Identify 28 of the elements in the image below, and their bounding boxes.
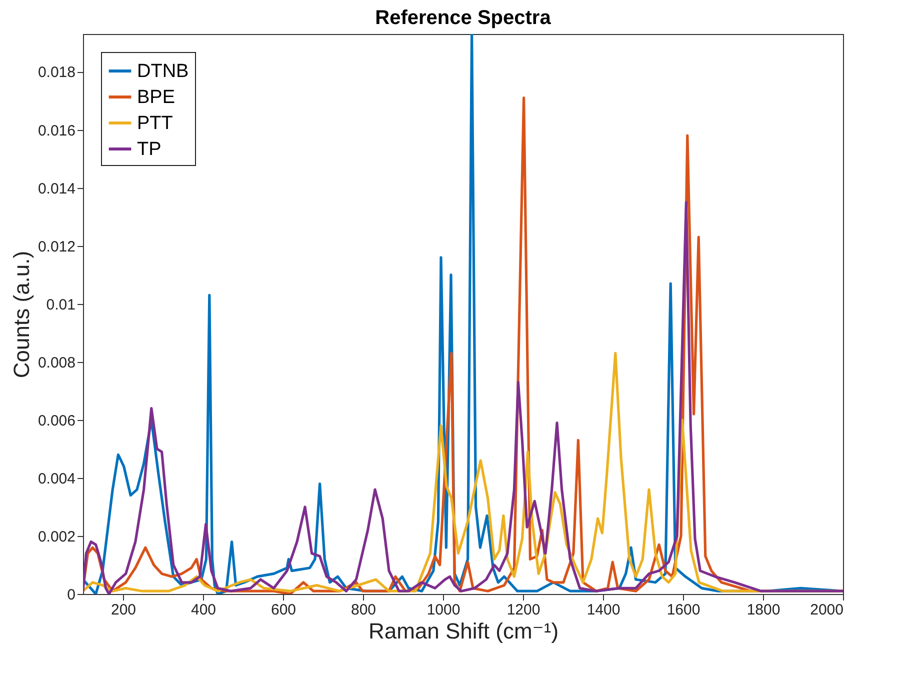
chart-title: Reference Spectra bbox=[375, 7, 552, 29]
y-tick-label: 0.018 bbox=[38, 64, 76, 82]
x-tick-label: 1200 bbox=[506, 602, 540, 618]
line-series bbox=[83, 200, 843, 594]
legend-label: PTT bbox=[137, 113, 174, 134]
x-axis-title: Raman Shift (cm⁻¹) bbox=[368, 618, 559, 644]
y-tick-label: 0.002 bbox=[38, 528, 76, 546]
legend-label: BPE bbox=[137, 87, 176, 108]
x-tick-label: 2000 bbox=[810, 602, 844, 618]
x-tick-label: 600 bbox=[270, 602, 296, 618]
y-tick-label: 0 bbox=[67, 586, 76, 604]
y-tick-label: 0.006 bbox=[38, 412, 76, 430]
legend-label: DTNB bbox=[137, 61, 189, 82]
y-tick-label: 0.016 bbox=[38, 122, 76, 140]
x-tick-label: 1600 bbox=[666, 602, 700, 618]
y-tick-label: 0.008 bbox=[38, 354, 76, 372]
x-tick-label: 1400 bbox=[586, 602, 620, 618]
y-tick-label: 0.01 bbox=[46, 296, 76, 314]
x-tick-label: 1000 bbox=[426, 602, 460, 618]
x-tick-label: 200 bbox=[110, 602, 136, 618]
y-tick-label: 0.004 bbox=[38, 470, 76, 488]
y-axis-title: Counts (a.u.) bbox=[8, 250, 34, 378]
y-tick-label: 0.014 bbox=[38, 180, 76, 198]
legend-label: TP bbox=[137, 139, 162, 160]
x-tick-label: 400 bbox=[190, 602, 216, 618]
y-tick-label: 0.012 bbox=[38, 238, 76, 256]
x-tick-label: 1800 bbox=[746, 602, 780, 618]
x-tick-label: 800 bbox=[350, 602, 376, 618]
